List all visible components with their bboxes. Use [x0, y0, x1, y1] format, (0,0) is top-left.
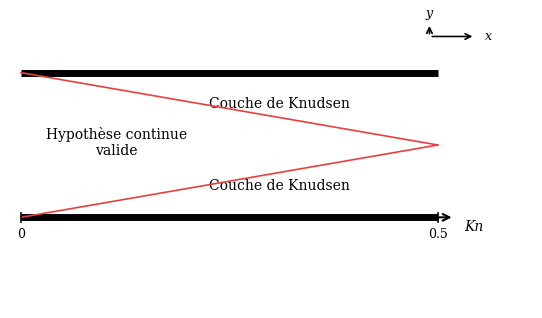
Text: y: y — [426, 7, 433, 20]
Text: Couche de Knudsen: Couche de Knudsen — [209, 97, 350, 111]
Text: Kn: Kn — [464, 220, 483, 234]
Text: x: x — [485, 30, 492, 43]
Text: Hypothèse continue
valide: Hypothèse continue valide — [46, 127, 188, 158]
Text: Couche de Knudsen: Couche de Knudsen — [209, 179, 350, 193]
Text: 0: 0 — [17, 228, 25, 241]
Text: 0.5: 0.5 — [428, 228, 448, 241]
